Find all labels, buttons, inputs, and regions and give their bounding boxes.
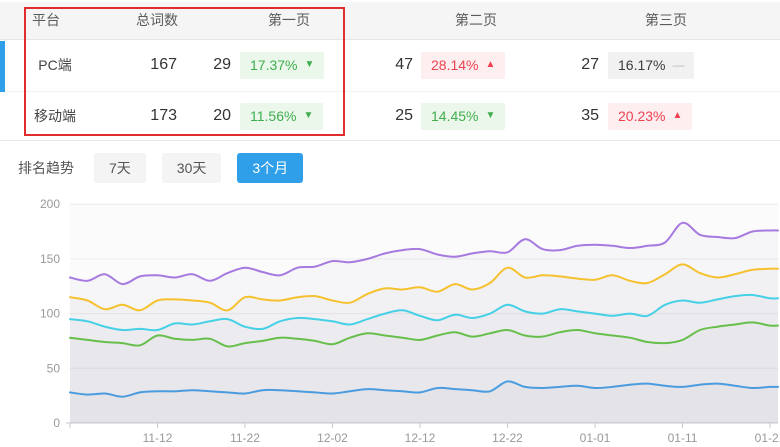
page2-count: 47 [395,56,413,73]
series-cyan-line [69,293,779,332]
page1-count: 20 [213,107,231,124]
x-tick-label: 01-11 [668,431,698,445]
total-words-value: 167 [150,56,177,73]
page3-count: 35 [581,107,599,124]
series-green-line [69,321,779,348]
x-tick-label: 12-12 [405,431,436,445]
column-header-platform: 平台 [32,12,60,28]
column-header-total-words: 总词数 [136,12,178,28]
page1-percent-badge: 11.56% [240,102,324,130]
rank-trend-chart: 爱站网 05010015020011-1211-2212-0212-1212-2… [0,190,780,447]
series-green-area [70,322,778,423]
series-blue-area [70,381,778,423]
y-tick-label: 150 [40,252,60,266]
page1-count: 29 [213,56,231,73]
x-tick-label: 12-02 [317,431,348,445]
column-header-page1: 第一页 [268,12,310,28]
page3-count: 27 [581,56,599,73]
series-yellow-area [70,264,778,423]
y-tick-label: 200 [40,197,60,211]
x-tick-label: 01-01 [580,431,611,445]
series-cyan-area [70,294,778,423]
column-header-page3: 第三页 [645,12,687,28]
line-chart-canvas: 0 50 100 150 200 11-12 11-22 12-02 12-12 12-22 01-… [40,197,780,445]
page3-badge-cell: 16.17% [608,40,695,90]
table-header-row: 平台 总词数 第一页 第二页 第三页 [0,2,780,40]
series-purple-line [69,221,779,286]
platform-label: 移动端 [34,108,76,124]
active-row-indicator [0,41,5,92]
page1-percent-badge: 17.37% [240,51,325,79]
page3-percent-badge: 16.17% [608,51,695,79]
series-purple-area [70,222,778,423]
y-tick-label: 100 [40,307,60,321]
y-tick-label: 50 [47,361,61,375]
page1-badge-cell: 11.56% [240,92,324,140]
page3-badge-cell: 20.23% [608,92,693,140]
tab-30-days[interactable]: 30天 [161,153,222,183]
tab-3-months[interactable]: 3个月 [237,153,304,183]
tab-7-days[interactable]: 7天 [94,153,146,183]
x-tick-label: 11-22 [230,431,260,445]
x-tick-label: 01-21 [755,431,780,445]
page2-count: 25 [395,107,413,124]
page3-percent-badge: 20.23% [608,102,693,130]
page2-percent-badge: 28.14% [421,51,506,79]
platform-label: PC端 [38,57,72,73]
series-blue-line [69,380,779,398]
page2-percent-badge: 14.45% [421,102,506,130]
page1-badge-cell: 17.37% [240,40,325,90]
trend-toolbar: 排名趋势 7天 30天 3个月 [18,152,319,184]
trend-title: 排名趋势 [18,160,74,176]
table-row-mobile: 移动端 173 20 11.56% 25 14.45% 35 20.23% [0,91,780,141]
series-yellow-line [69,263,779,312]
x-tick-label: 11-12 [143,431,173,445]
total-words-value: 173 [150,107,177,124]
x-tick-label: 12-22 [492,431,523,445]
y-tick-label: 0 [53,416,60,430]
table-row-pc: PC端 167 29 17.37% 47 28.14% 27 16.17% [0,40,780,90]
page2-badge-cell: 14.45% [421,92,506,140]
page2-badge-cell: 28.14% [421,40,506,90]
column-header-page2: 第二页 [455,12,497,28]
